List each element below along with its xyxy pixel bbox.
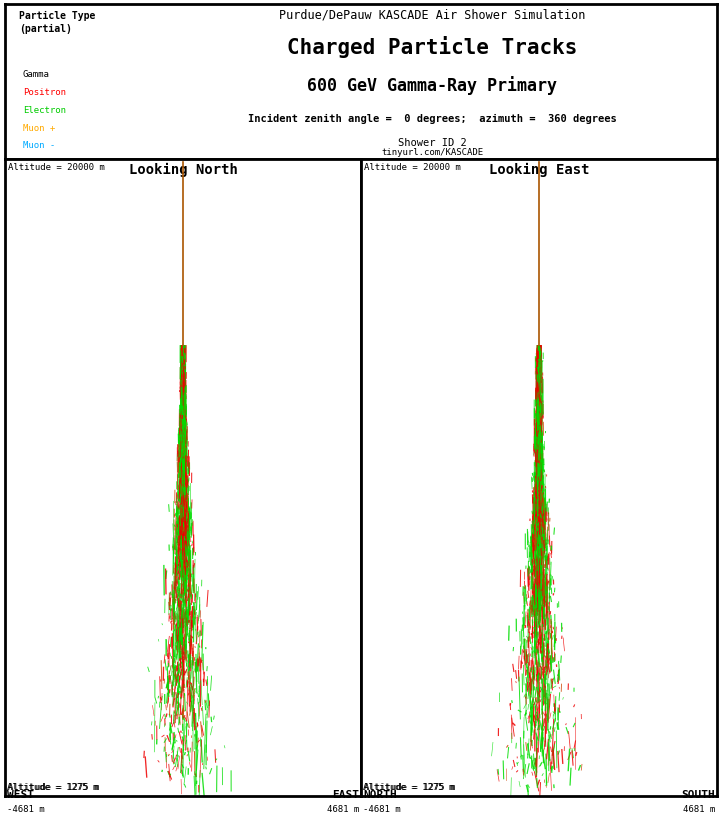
Text: Muon -: Muon - [23,141,55,150]
Text: Altitude = 1275 m: Altitude = 1275 m [7,782,98,791]
Text: Electron: Electron [23,105,66,115]
Text: Muon +: Muon + [23,124,55,132]
Text: Pi +: Pi + [23,177,44,186]
Text: Gamma: Gamma [23,70,50,79]
Text: WEST: WEST [7,789,34,799]
Text: Looking North: Looking North [129,162,238,176]
Text: -4681 m: -4681 m [7,804,45,813]
Text: Positron: Positron [23,88,66,97]
Text: 600 GeV Gamma-Ray Primary: 600 GeV Gamma-Ray Primary [307,76,557,95]
Text: Looking East: Looking East [489,162,589,176]
Text: Charged Particle Tracks: Charged Particle Tracks [287,36,578,58]
Text: tinyurl.com/KASCADE: tinyurl.com/KASCADE [381,148,483,156]
Text: Altitude = 1275 m: Altitude = 1275 m [363,782,454,791]
Text: NORTH: NORTH [363,789,396,799]
Text: EAST: EAST [332,789,359,799]
Text: Altitude = 20000 m: Altitude = 20000 m [364,162,461,171]
Text: 4681 m: 4681 m [683,804,715,813]
Text: SOUTH: SOUTH [682,789,715,799]
Text: Altitude = 1275 m: Altitude = 1275 m [364,782,456,791]
Text: Shower ID 2: Shower ID 2 [398,138,466,148]
Text: Pi -: Pi - [23,195,44,204]
Text: Altitude = 1275 m: Altitude = 1275 m [8,782,100,791]
Text: -4681 m: -4681 m [363,804,401,813]
Text: Particle Type
(partial): Particle Type (partial) [19,11,95,33]
Text: Altitude = 20000 m: Altitude = 20000 m [8,162,105,171]
Text: Proton: Proton [23,212,55,222]
Text: Purdue/DePauw KASCADE Air Shower Simulation: Purdue/DePauw KASCADE Air Shower Simulat… [279,8,586,21]
Text: Pi 0: Pi 0 [23,159,44,168]
Text: 4681 m: 4681 m [327,804,359,813]
Text: Incident zenith angle =  0 degrees;  azimuth =  360 degrees: Incident zenith angle = 0 degrees; azimu… [248,114,617,124]
